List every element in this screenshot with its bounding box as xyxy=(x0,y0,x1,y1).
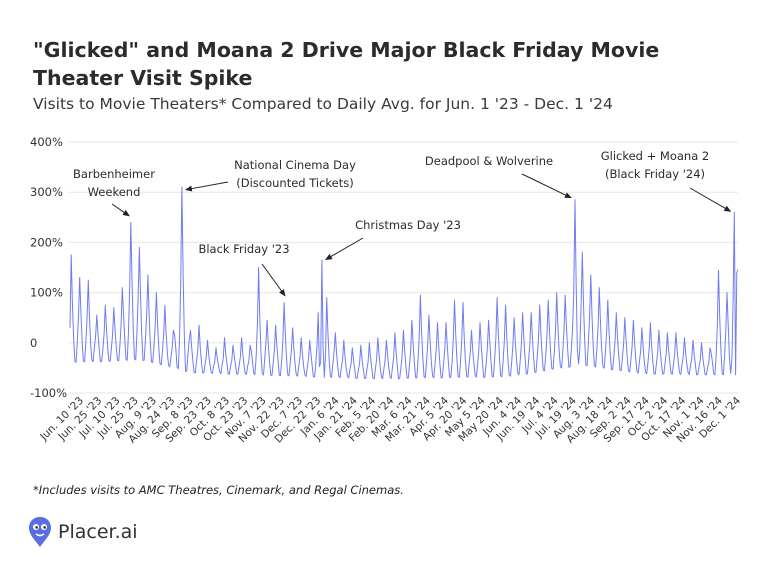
annotation-label: (Black Friday '24) xyxy=(605,167,705,181)
annotations: Barbenheimer Weekend National Cinema Day (D… xyxy=(73,149,732,297)
brand-name: Placer.ai xyxy=(58,521,138,543)
annotation-label: Barbenheimer xyxy=(73,167,155,181)
annotation-label: Christmas Day '23 xyxy=(355,218,461,232)
annotation-arrow xyxy=(261,263,286,297)
chart-title: "Glicked" and Moana 2 Drive Major Black … xyxy=(33,38,660,90)
annotation-label: Weekend xyxy=(88,185,141,199)
y-tick-label: 300% xyxy=(30,185,63,199)
footnote: *Includes visits to AMC Theatres, Cinema… xyxy=(33,483,404,497)
annotation-label: (Discounted Tickets) xyxy=(236,176,354,190)
y-tick-label: 100% xyxy=(30,286,63,300)
annotation-label: Glicked + Moana 2 xyxy=(601,149,710,163)
y-tick-label: 0 xyxy=(30,336,37,350)
annotation-label: National Cinema Day xyxy=(234,158,356,172)
annotation-arrow xyxy=(521,173,572,199)
y-axis: -100% 0 100% 200% 300% 400% xyxy=(30,135,67,400)
y-tick-label: 200% xyxy=(30,235,63,249)
y-tick-label: 400% xyxy=(30,135,63,149)
annotation-label: Black Friday '23 xyxy=(198,242,289,256)
annotation-label: Deadpool & Wolverine xyxy=(425,154,553,168)
chart-subtitle: Visits to Movie Theaters* Compared to Da… xyxy=(33,95,613,113)
brand: Placer.ai xyxy=(28,516,138,548)
series-group xyxy=(69,186,739,380)
y-tick-label: -100% xyxy=(30,386,67,400)
annotation-arrow xyxy=(325,237,364,260)
annotation-arrow xyxy=(689,187,732,212)
annotation-arrow xyxy=(111,203,130,217)
series-line xyxy=(69,186,739,380)
annotation-arrow xyxy=(184,181,229,192)
placer-logo-icon xyxy=(29,517,51,547)
